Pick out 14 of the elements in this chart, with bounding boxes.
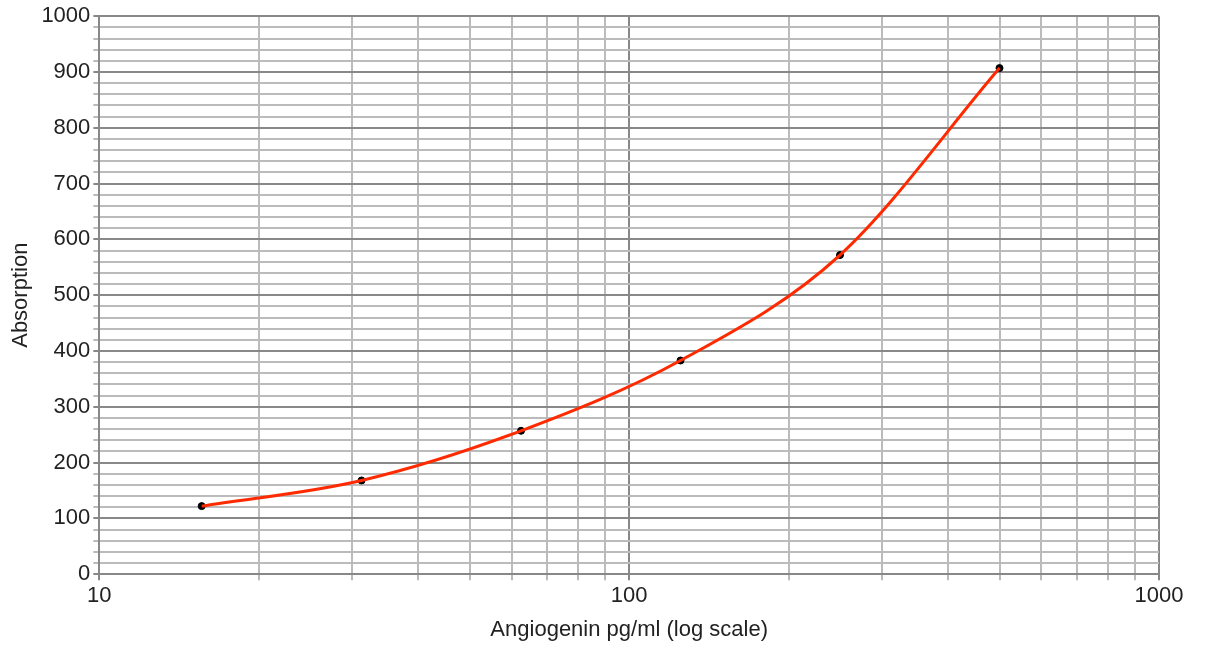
- y-tick-label: 100: [53, 504, 91, 530]
- y-tick-label: 300: [53, 392, 91, 418]
- y-tick-label: 1000: [41, 2, 91, 28]
- y-tick-label: 800: [53, 113, 91, 139]
- x-tick-label: 1000: [1134, 582, 1184, 608]
- y-tick-label: 200: [53, 448, 91, 474]
- y-tick-label: 600: [53, 225, 91, 251]
- y-axis-title: Absorption: [7, 242, 33, 348]
- y-tick-label: 700: [53, 169, 91, 195]
- y-tick-label: 900: [53, 58, 91, 84]
- x-axis-title: Angiogenin pg/ml (log scale): [490, 615, 768, 641]
- y-tick-label: 400: [53, 337, 91, 363]
- x-tick-label: 100: [610, 582, 648, 608]
- y-tick-label: 500: [53, 281, 91, 307]
